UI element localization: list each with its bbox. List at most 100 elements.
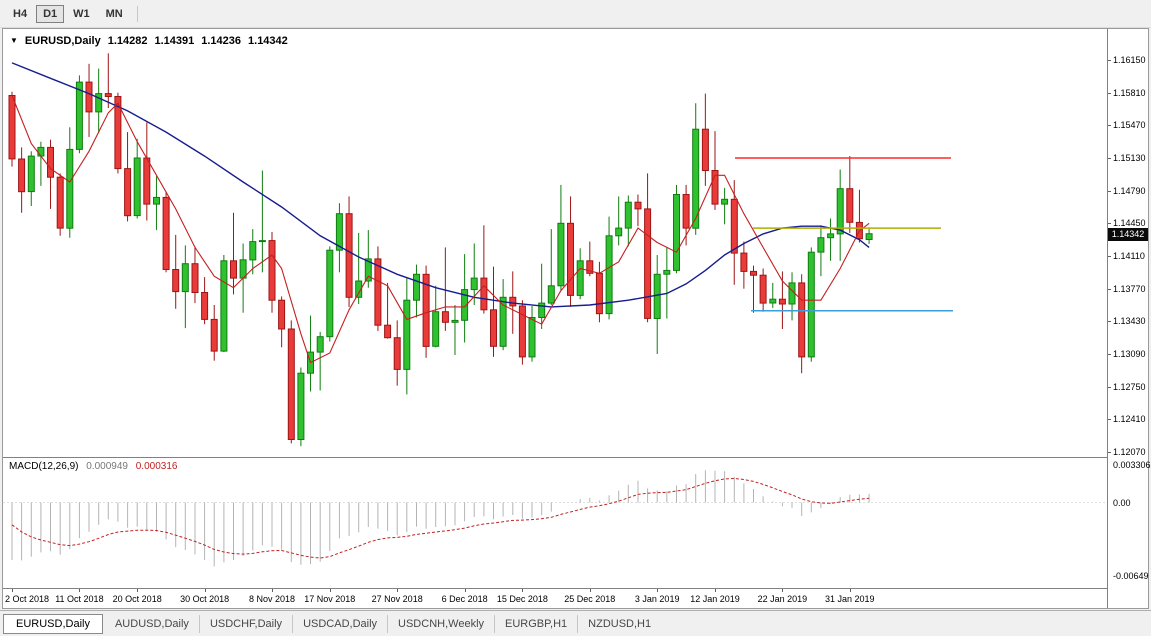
- date-axis-label: 11 Oct 2018: [55, 594, 104, 604]
- symbol-dropdown-icon[interactable]: ▼: [10, 35, 18, 45]
- candle-body: [124, 168, 132, 217]
- price-axis-tick: [1108, 354, 1111, 355]
- price-axis-label: 1.12750: [1113, 381, 1146, 392]
- date-axis-tick: [204, 589, 206, 592]
- macd-axis-max: 0.003306: [1113, 460, 1151, 470]
- timeframe-button-w1[interactable]: W1: [66, 5, 97, 23]
- candle-body: [499, 296, 507, 347]
- date-axis-tick: [12, 589, 13, 592]
- candle-body: [47, 146, 54, 178]
- candle-body: [624, 201, 632, 229]
- chart-tab-nzdusd-h1[interactable]: NZDUSD,H1: [577, 614, 661, 633]
- candle-body: [595, 272, 603, 315]
- candle-body: [364, 258, 372, 282]
- price-chart[interactable]: [3, 29, 1107, 457]
- price-axis-tick: [1108, 158, 1111, 159]
- chart-tab-usdchf-daily[interactable]: USDCHF,Daily: [198, 614, 292, 633]
- macd-panel[interactable]: [3, 458, 1107, 588]
- candle-body: [769, 298, 777, 304]
- price-axis-label: 1.13770: [1113, 283, 1146, 294]
- candle-body: [230, 260, 237, 279]
- date-axis-label: 2 Oct 2018: [5, 594, 50, 604]
- price-axis-tick: [1108, 419, 1111, 421]
- candle-body: [56, 176, 64, 229]
- chart-tab-usdcnh-weekly[interactable]: USDCNH,Weekly: [387, 614, 494, 633]
- candle-body: [605, 235, 613, 315]
- candle-body: [172, 269, 180, 293]
- candle-body: [547, 285, 555, 304]
- timeframe-button-d1[interactable]: D1: [36, 4, 65, 23]
- timeframe-button-h4[interactable]: H4: [6, 5, 34, 23]
- candle-body: [27, 155, 35, 193]
- price-axis-tick: [1108, 125, 1111, 127]
- quote-close: 1.14342: [248, 35, 288, 47]
- candle-body: [750, 270, 757, 276]
- candle-body: [701, 128, 709, 171]
- date-axis-tick: [137, 589, 139, 592]
- timeframe-button-mn[interactable]: MN: [99, 5, 130, 23]
- chart-tab-audusd-daily[interactable]: AUDUSD,Daily: [114, 617, 189, 630]
- candle-body: [403, 299, 411, 370]
- quote-high: 1.14391: [154, 35, 195, 47]
- candle-body: [422, 273, 430, 347]
- date-axis-label: 3 Jan 2019: [634, 594, 680, 604]
- date-axis-label: 30 Oct 2018: [180, 594, 230, 604]
- candle-body: [634, 201, 642, 210]
- candle-body: [663, 269, 671, 275]
- price-axis-label: 1.14790: [1113, 185, 1146, 196]
- price-axis-tick: [1108, 321, 1111, 323]
- date-axis[interactable]: 2 Oct 2018 11 Oct 2018 20 Oct 2018 30 Oct 2…: [3, 588, 1107, 609]
- candle-body: [153, 196, 160, 205]
- candle-body: [865, 233, 873, 240]
- macd-signal-value: 0.000316: [135, 461, 178, 472]
- candle-body: [682, 194, 690, 229]
- candle-body: [326, 249, 334, 338]
- price-axis-label: 1.16150: [1113, 55, 1146, 65]
- price-axis-tick: [1108, 386, 1111, 388]
- candle-body: [85, 81, 93, 113]
- candle-body: [258, 240, 266, 243]
- candle-body: [37, 146, 45, 157]
- quote-low: 1.14236: [201, 35, 242, 47]
- candle-body: [297, 372, 305, 441]
- price-axis-tick: [1108, 452, 1111, 453]
- candle-body: [143, 157, 151, 205]
- date-axis-tick: [329, 589, 331, 592]
- candle-body: [316, 336, 324, 353]
- timeframe-toolbar: H4 D1 W1 MN: [0, 0, 1151, 28]
- price-axis-label: 1.13430: [1113, 316, 1146, 327]
- chart-tab-eurgbp-h1[interactable]: EURGBP,H1: [494, 614, 577, 633]
- candle-body: [335, 213, 343, 251]
- chart-tab-bar: EURUSD,Daily AUDUSD,Daily USDCHF,Daily USDC…: [0, 610, 1151, 636]
- candle-body: [413, 273, 420, 301]
- date-axis-label: 27 Nov 2018: [371, 594, 423, 604]
- candle-body: [461, 289, 469, 321]
- candle-body: [518, 305, 526, 358]
- chart-tab-usdcad-daily[interactable]: USDCAD,Daily: [292, 614, 387, 633]
- candle-body: [576, 260, 584, 296]
- date-axis-tick: [715, 589, 716, 592]
- candle-body: [528, 317, 536, 358]
- chart-tab-eurusd-daily[interactable]: EURUSD,Daily: [3, 613, 103, 634]
- macd-name: MACD(12,26,9): [9, 461, 79, 472]
- candle-body: [162, 196, 170, 270]
- price-axis-tick: [1108, 256, 1111, 257]
- candle-body: [673, 194, 680, 271]
- candle-body: [268, 240, 276, 301]
- panel-splitter[interactable]: [3, 457, 1107, 458]
- candle-body: [374, 258, 382, 326]
- date-axis-label: 6 Dec 2018: [441, 594, 488, 604]
- date-axis-tick: [657, 589, 659, 592]
- macd-axis-zero: 0.00: [1113, 497, 1131, 508]
- candle-body: [759, 274, 767, 304]
- price-axis[interactable]: 1.14342 1.16150 1.15810 1.15470 1.15130 1.14…: [1107, 29, 1151, 608]
- macd-signal-line: [11, 477, 870, 559]
- candle-body: [345, 213, 353, 298]
- candle-body: [432, 311, 440, 347]
- candle-body: [788, 282, 796, 305]
- macd-main-value: 0.000949: [86, 461, 128, 472]
- price-axis-label: 1.12070: [1113, 447, 1146, 457]
- candle-body: [509, 296, 517, 307]
- candle-body: [836, 188, 844, 235]
- candle-body: [538, 302, 546, 319]
